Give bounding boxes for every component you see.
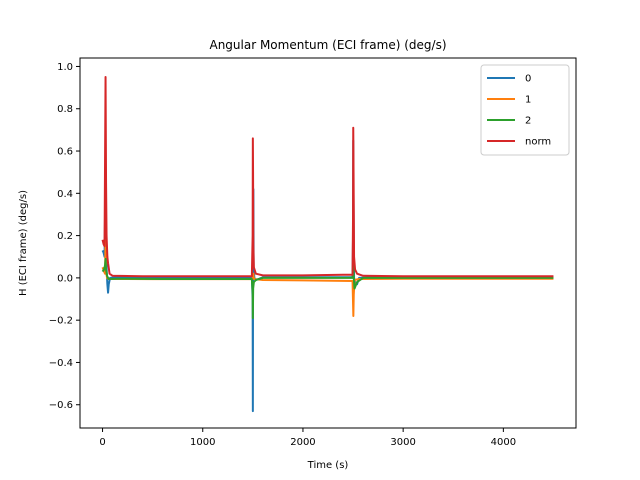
x-axis-label: Time (s) bbox=[307, 460, 349, 471]
x-tick-label: 3000 bbox=[390, 437, 415, 448]
y-axis: −0.6 −0.4 −0.2 0.0 0.2 0.4 0.6 0.8 1.0 bbox=[49, 62, 80, 411]
x-tick-label: 0 bbox=[99, 437, 105, 448]
y-tick-label: 0.6 bbox=[57, 147, 73, 158]
y-tick-label: −0.6 bbox=[49, 400, 73, 411]
legend-label-1: 1 bbox=[525, 95, 531, 106]
series-layer bbox=[101, 76, 554, 413]
y-tick-label: −0.2 bbox=[49, 316, 73, 327]
y-tick-label: 0.2 bbox=[57, 231, 73, 242]
y-tick-label: 0.8 bbox=[57, 104, 73, 115]
legend-label-2: 2 bbox=[525, 116, 531, 127]
plot-frame bbox=[79, 57, 577, 429]
y-tick-label: 0.4 bbox=[57, 189, 73, 200]
legend-label-norm: norm bbox=[525, 137, 551, 148]
x-tick-label: 1000 bbox=[190, 437, 215, 448]
chart-title: Angular Momentum (ECI frame) (deg/s) bbox=[209, 38, 446, 52]
series-line-2 bbox=[101, 257, 554, 320]
y-tick-label: 1.0 bbox=[57, 62, 73, 73]
x-tick-label: 4000 bbox=[491, 437, 516, 448]
series-line-norm bbox=[101, 76, 554, 278]
x-axis: 0 1000 2000 3000 4000 bbox=[99, 428, 516, 448]
legend-label-0: 0 bbox=[525, 74, 531, 85]
y-axis-label: H (ECI frame) (deg/s) bbox=[18, 190, 29, 296]
legend-box bbox=[480, 64, 570, 156]
x-tick-label: 2000 bbox=[290, 437, 315, 448]
y-tick-label: 0.0 bbox=[57, 273, 73, 284]
y-tick-label: −0.4 bbox=[49, 358, 73, 369]
legend: 0 1 2 norm bbox=[480, 64, 570, 156]
